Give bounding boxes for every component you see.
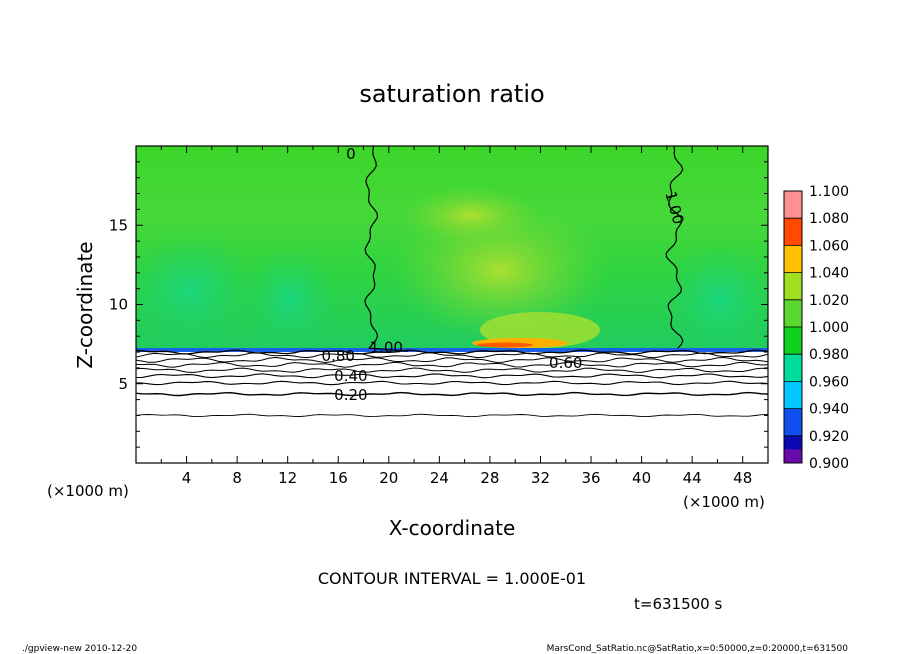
x-tick-label: 20 [379, 469, 398, 487]
footer-left: ./gpview-new 2010-12-20 [22, 644, 137, 654]
colorbar-label: 0.920 [809, 429, 849, 445]
contour-line [136, 367, 768, 374]
colorbar-segment [784, 218, 802, 246]
colorbar-label: 1.020 [809, 293, 849, 309]
colorbar-label: 1.060 [809, 238, 849, 254]
contour-label: 1.00 [370, 338, 403, 356]
x-axis-label: X-coordinate [389, 516, 516, 540]
x-tick-label: 12 [278, 469, 297, 487]
x-tick-label: 36 [581, 469, 600, 487]
colorbar-segment [784, 408, 802, 436]
contour-line [136, 391, 768, 397]
plot-area [136, 146, 768, 463]
colorbar-segment [784, 354, 802, 382]
x-tick-label: 4 [182, 469, 192, 487]
contour-label: 0.40 [334, 367, 367, 385]
x-tick-label: 28 [480, 469, 499, 487]
colorbar [783, 190, 803, 464]
contour-label: 0.60 [549, 354, 582, 372]
colorbar-label: 1.040 [809, 266, 849, 282]
contour-line [136, 413, 768, 418]
x-axis-unit-left: (×1000 m) [47, 482, 129, 500]
cool-patch-right [660, 240, 768, 360]
colorbar-segment [784, 449, 802, 463]
contour-line-100-right [665, 146, 684, 349]
colorbar-label: 1.080 [809, 211, 849, 227]
contour-line [136, 352, 768, 359]
colorbar-label: 0.960 [809, 374, 849, 390]
colorbar-segment [784, 327, 802, 355]
x-tick-label: 24 [430, 469, 449, 487]
x-tick-label: 44 [683, 469, 702, 487]
colorbar-segment [784, 272, 802, 300]
cool-patch-left [136, 230, 260, 350]
colorbar-labels: 0.900 0.920 0.940 0.960 0.980 1.000 1.020 1.040… [809, 184, 849, 472]
subsaturated-layer [136, 352, 768, 463]
colorbar-segment [784, 381, 802, 409]
x-axis-unit-right: (×1000 m) [683, 493, 765, 511]
colorbar-segment [784, 299, 802, 327]
colorbar-label: 0.900 [809, 456, 849, 472]
footer-right: MarsCond_SatRatio.nc@SatRatio,x=0:50000,… [547, 644, 849, 654]
y-tick-label: 15 [109, 216, 128, 234]
x-tick-label: 32 [531, 469, 550, 487]
y-tick-label: 5 [118, 375, 128, 393]
contour-label: 0.80 [322, 347, 355, 365]
contour-interval-text: CONTOUR INTERVAL = 1.000E-01 [318, 569, 586, 588]
contour-line-100-left [364, 146, 408, 352]
colorbar-label: 0.980 [809, 347, 849, 363]
y-tick-labels: 5 10 15 [109, 216, 128, 393]
x-tick-label: 8 [232, 469, 242, 487]
cool-patch-mid [240, 245, 340, 355]
x-tick-label: 40 [632, 469, 651, 487]
contour-line [136, 361, 768, 368]
contour-label: 0.20 [334, 386, 367, 404]
supersat-peak [477, 342, 533, 348]
chart-title: saturation ratio [359, 80, 544, 108]
x-tick-label: 48 [733, 469, 752, 487]
colorbar-segment [784, 191, 802, 219]
cloud-base-band [136, 348, 768, 353]
x-tick-label: 16 [329, 469, 348, 487]
colorbar-segment [784, 245, 802, 273]
contour-line [136, 349, 768, 355]
contour-label: 0 [346, 145, 356, 163]
y-tick-label: 10 [109, 296, 128, 314]
contour-lines [136, 146, 768, 418]
time-text: t=631500 s [634, 595, 722, 613]
contour-labels: 1.001.000.80 0.600.400.200 [322, 145, 688, 404]
colorbar-label: 1.100 [809, 184, 849, 200]
warm-patch-upper [400, 185, 540, 245]
contour-line [136, 373, 768, 379]
x-tick-labels: 4 8 12 16 20 24 28 32 36 40 44 48 [182, 469, 752, 487]
y-axis-label: Z-coordinate [73, 241, 97, 368]
colorbar-label: 0.940 [809, 402, 849, 418]
contour-line [136, 380, 768, 386]
contour-line [136, 356, 768, 364]
axis-ticks [136, 146, 768, 463]
colorbar-label: 1.000 [809, 320, 849, 336]
